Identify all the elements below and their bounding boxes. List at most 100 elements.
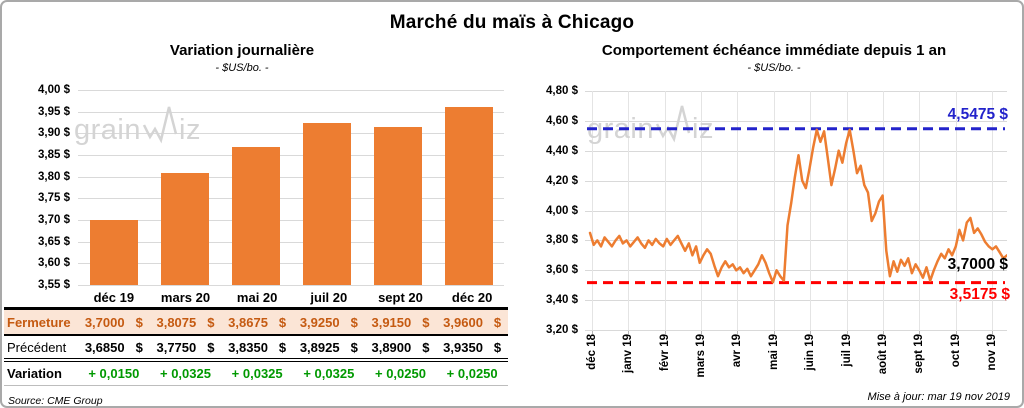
gridline bbox=[585, 120, 1007, 122]
y-axis-label: 3,80 $ bbox=[546, 234, 578, 247]
bar bbox=[89, 220, 138, 285]
bar bbox=[373, 126, 422, 285]
cell-value: + 0,0250 bbox=[446, 366, 498, 381]
gridline bbox=[585, 210, 1007, 212]
y-axis-label: 3,75 $ bbox=[38, 192, 70, 205]
gridline bbox=[585, 91, 1007, 92]
table-cell: 3,9350 $ bbox=[436, 340, 508, 355]
y-axis-label: 3,90 $ bbox=[38, 127, 70, 140]
column-header: déc 19 bbox=[93, 290, 135, 305]
table-cell: 3,8350 $ bbox=[221, 340, 293, 355]
y-axis-label: 4,40 $ bbox=[546, 144, 578, 157]
x-axis-label: déc 18 bbox=[586, 334, 598, 370]
gridline-vertical bbox=[701, 91, 703, 330]
column-header: juil 20 bbox=[310, 290, 348, 305]
gridline bbox=[78, 176, 504, 178]
table-cell: 3,9600 $ bbox=[436, 315, 508, 330]
bar-chart-y-axis: 4,00 $ 3,95 $ 3,90 $ 3,85 $ 3,80 $ 3,75 $ 3,70… bbox=[2, 84, 70, 291]
cell-value: 3,8925 bbox=[299, 339, 340, 355]
gridline-vertical bbox=[919, 91, 921, 330]
gridline bbox=[78, 241, 504, 243]
gridline bbox=[78, 263, 504, 265]
x-axis-label: avr 19 bbox=[731, 334, 744, 368]
table-row: Variation + 0,0150 + 0,0325 + 0,0325 + 0,032… bbox=[4, 362, 508, 386]
x-axis-label: oct 19 bbox=[949, 334, 962, 368]
cell-value: + 0,0325 bbox=[160, 366, 211, 381]
x-axis-label: août 19 bbox=[876, 334, 889, 375]
y-axis-label: 3,55 $ bbox=[38, 279, 70, 291]
gridline-vertical bbox=[846, 91, 848, 330]
cell-value: 3,9150 bbox=[371, 314, 412, 330]
line-chart-subtitle: - $US/bo. - bbox=[747, 62, 801, 74]
cell-value: 3,8900 bbox=[371, 339, 412, 355]
gridline bbox=[585, 330, 1007, 331]
currency-symbol: $ bbox=[493, 339, 502, 355]
x-axis-label: nov 19 bbox=[986, 334, 998, 371]
futures-table: déc 19 mars 20 mai 20 juil 20 sept 20 déc 20 F… bbox=[4, 288, 508, 386]
table-cell: + 0,0150 bbox=[78, 366, 150, 381]
gridline bbox=[78, 220, 504, 221]
cell-value: 3,6850 bbox=[84, 339, 125, 355]
x-axis-label: mars 19 bbox=[695, 334, 708, 378]
table-row: Précédent 3,6850 $3,7750 $3,8350 $3,8925 $3,8… bbox=[4, 336, 508, 362]
bar bbox=[302, 122, 351, 285]
gridline bbox=[585, 300, 1007, 302]
table-cell: + 0,0250 bbox=[436, 366, 508, 381]
gridline bbox=[585, 270, 1007, 272]
currency-symbol: $ bbox=[135, 314, 143, 330]
gridline-vertical bbox=[592, 91, 593, 330]
gridline bbox=[78, 155, 504, 156]
x-axis-label: sept 19 bbox=[913, 334, 926, 374]
y-axis-label: 3,85 $ bbox=[38, 149, 70, 161]
currency-symbol: $ bbox=[278, 339, 287, 355]
y-axis-label: 3,65 $ bbox=[38, 235, 70, 248]
axis-tick bbox=[846, 330, 848, 334]
cell-value: 3,9250 bbox=[299, 314, 340, 330]
row-label: Fermeture bbox=[7, 314, 71, 330]
column-header: sept 20 bbox=[378, 290, 423, 305]
axis-tick bbox=[919, 330, 921, 334]
zigzag-line-icon bbox=[142, 106, 178, 144]
table-cell: 3,9250 $ bbox=[293, 315, 365, 330]
cell-value: + 0,0325 bbox=[231, 366, 283, 381]
gridline bbox=[78, 285, 504, 286]
price-line-chart bbox=[587, 127, 1007, 285]
column-header: mars 20 bbox=[160, 290, 211, 305]
axis-tick bbox=[992, 330, 993, 334]
y-axis-label: 3,20 $ bbox=[546, 324, 578, 336]
y-axis-label: 3,40 $ bbox=[546, 294, 578, 307]
axis-tick bbox=[955, 330, 957, 334]
update-note: Mise à jour: mar 19 nov 2019 bbox=[867, 391, 1010, 403]
resistance-value-label: 4,5475 $ bbox=[947, 106, 1008, 123]
table-cell: + 0,0325 bbox=[221, 366, 293, 381]
cell-value: 3,9600 bbox=[443, 314, 483, 330]
axis-tick bbox=[737, 330, 739, 334]
line-chart-title: Comportement échéance immédiate depuis 1… bbox=[601, 42, 947, 59]
table-cell: 3,9150 $ bbox=[365, 315, 437, 330]
table-cell: 3,8900 $ bbox=[365, 340, 437, 355]
x-axis-label: juin 19 bbox=[804, 334, 817, 371]
currency-symbol: $ bbox=[207, 314, 215, 330]
currency-symbol: $ bbox=[135, 339, 143, 355]
gridline-vertical bbox=[773, 91, 775, 330]
watermark-text: grain bbox=[74, 114, 141, 146]
line-chart-y-axis: 4,80 $ 4,60 $ 4,40 $ 4,20 $ 4,00 $ 3,80 $ 3,60… bbox=[520, 85, 578, 336]
table-row: Fermeture 3,7000 $3,8075 $3,8675 $3,9250 $3,9… bbox=[4, 310, 508, 336]
gridline-vertical bbox=[664, 91, 666, 330]
currency-symbol: $ bbox=[422, 314, 430, 330]
last-price-label: 3,7000 $ bbox=[947, 256, 1008, 273]
x-axis-label: juil 19 bbox=[840, 334, 853, 367]
gridline bbox=[585, 150, 1007, 152]
y-axis-label: 3,80 $ bbox=[38, 170, 70, 183]
currency-symbol: $ bbox=[422, 339, 430, 355]
axis-tick bbox=[628, 330, 630, 334]
page-title: Marché du maïs à Chicago bbox=[389, 12, 635, 33]
y-axis-label: 4,60 $ bbox=[546, 114, 578, 127]
axis-tick bbox=[664, 330, 666, 334]
axis-tick bbox=[810, 330, 812, 334]
bar bbox=[160, 173, 209, 285]
source-note: Source: CME Group bbox=[8, 395, 103, 407]
bar bbox=[444, 107, 493, 285]
cell-value: + 0,0150 bbox=[88, 366, 140, 381]
